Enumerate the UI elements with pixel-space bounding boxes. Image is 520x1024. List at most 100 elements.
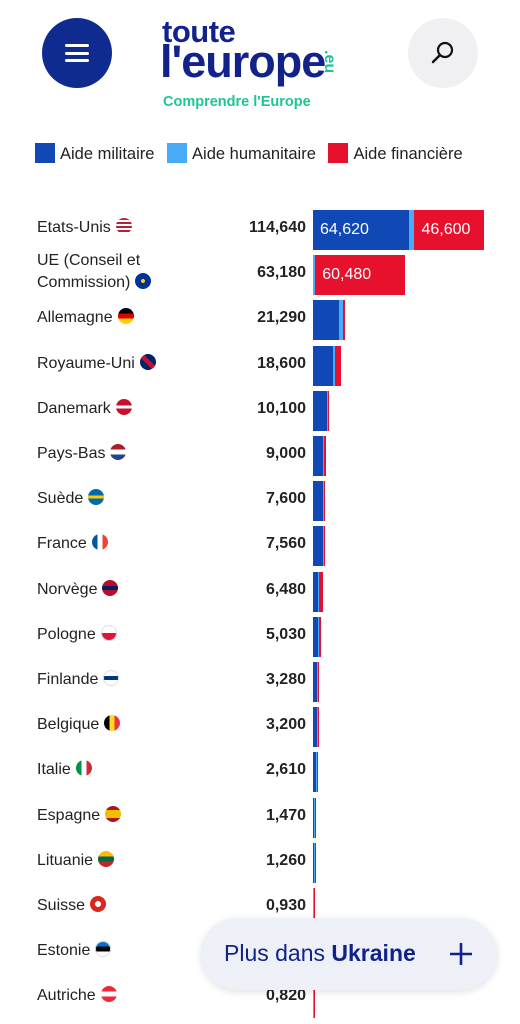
ee-flag-icon <box>95 941 112 958</box>
category-label-line: Etats-Unis <box>37 219 111 236</box>
category-label-line: Italie <box>37 761 71 779</box>
bar-segment-humanitarian <box>318 571 320 612</box>
category-label: Suisse <box>37 895 107 917</box>
category-label-line: Belgique <box>37 716 100 734</box>
category-label: Allemagne <box>37 307 134 329</box>
category-label: Danemark <box>37 398 132 420</box>
bar-segment-financial <box>314 888 315 928</box>
bar-segment-humanitarian <box>313 888 315 928</box>
no-flag-icon <box>102 579 119 596</box>
site-header: toute l'europe .eu Comprendre l'Europe <box>0 0 520 125</box>
bar-segment-military <box>313 662 318 702</box>
legend-swatch-military <box>35 143 55 163</box>
more-ukraine-button[interactable]: Plus dans Ukraine <box>201 918 497 990</box>
bar-segment-humanitarian <box>316 752 318 793</box>
chart-row: Allemagne 21,290 <box>0 295 520 341</box>
total-label: 1,260 <box>265 851 306 869</box>
category-label: Etats-Unis <box>37 217 132 239</box>
bar-segment-military <box>313 797 314 838</box>
legend-item-military: Aide militaire <box>35 143 155 163</box>
category-label: Norvège <box>37 579 119 601</box>
menu-button[interactable] <box>42 18 112 88</box>
search-button[interactable] <box>408 18 478 88</box>
chart-row: France 7,560 <box>0 521 520 567</box>
total-label: 1,470 <box>265 806 306 824</box>
bar-segment-financial <box>343 300 345 341</box>
bar-segment-military <box>313 300 339 341</box>
it-flag-icon <box>75 760 92 777</box>
category-label-line: Lituanie <box>37 851 94 869</box>
bar-segment-financial <box>323 526 325 567</box>
category-label: Suède <box>37 488 105 510</box>
category-label: Autriche <box>37 985 117 1007</box>
bar-segment-military <box>313 842 315 883</box>
category-label-line: Royaume-Uni <box>37 354 135 372</box>
bar-segment-financial <box>323 481 325 522</box>
category-label: Lituanie <box>37 850 115 872</box>
bar-segment-financial <box>335 345 341 386</box>
bar-segment-humanitarian <box>409 210 415 250</box>
logo-suffix: .eu <box>321 50 338 74</box>
category-label: Royaume-Uni <box>37 353 156 375</box>
total-label: 21,290 <box>257 309 306 327</box>
chart-row: Norvège 6,480 <box>0 567 520 612</box>
total-label: 114,640 <box>249 219 306 236</box>
total-label: 6,480 <box>265 580 306 598</box>
category-label-line: Norvège <box>37 580 98 598</box>
bar-segment-humanitarian <box>338 300 344 341</box>
category-label-line: Espagne <box>37 806 101 824</box>
data-label: 46,600 <box>421 221 471 238</box>
category-label-line: Suisse <box>37 897 86 914</box>
bar-segment-financial <box>324 436 327 476</box>
bar-segment-financial <box>317 752 318 793</box>
site-logo[interactable]: toute l'europe .eu Comprendre l'Europe <box>160 14 370 114</box>
chart-row: Etats-Unis 114,640 64,620 46,600 <box>0 205 520 250</box>
category-label: UE (Conseil et Commission) <box>37 250 152 294</box>
bar-segment-humanitarian <box>313 797 315 838</box>
dk-flag-icon <box>115 398 132 415</box>
total-label: 3,200 <box>265 716 306 734</box>
fi-flag-icon <box>103 670 120 686</box>
bar-segment-military <box>313 345 333 386</box>
at-flag-icon <box>100 986 117 1003</box>
category-label: Belgique <box>37 714 121 736</box>
logo-line1: toute <box>162 14 236 49</box>
bar-segment-military <box>313 481 323 522</box>
bar-segment-humanitarian <box>317 707 319 748</box>
lt-flag-icon <box>98 850 115 867</box>
chart-row: Lituanie 1,260 <box>0 838 520 883</box>
chart-row: Italie 2,610 <box>0 747 520 793</box>
category-label-line: France <box>37 535 87 553</box>
logo-line2: l'europe <box>160 36 326 87</box>
bar-segment-humanitarian <box>313 978 314 1019</box>
legend-label-financial: Aide financière <box>353 145 463 163</box>
plus-icon <box>450 943 472 965</box>
bar-segment-military <box>313 752 317 793</box>
bar-segment-military <box>313 390 328 431</box>
chart-row: Suisse 0,930 <box>0 883 520 928</box>
total-label: 3,280 <box>265 671 306 688</box>
legend-label-military: Aide militaire <box>60 145 155 163</box>
hamburger-menu-icon <box>65 44 89 62</box>
bar-segment-humanitarian <box>317 662 319 702</box>
bar-segment-financial <box>314 797 317 838</box>
bar-segment-humanitarian <box>327 390 329 431</box>
total-label: 0,930 <box>265 897 306 914</box>
bar-segment-financial <box>319 571 324 612</box>
bar-segment-humanitarian <box>323 436 325 476</box>
category-label-line: Pays-Bas <box>37 445 106 462</box>
search-icon <box>431 41 454 64</box>
bar-segment-military <box>313 436 324 476</box>
category-label-line: Finlande <box>37 671 99 688</box>
bar-segment-financial <box>328 390 329 431</box>
more-ukraine-prefix: Plus dans <box>224 940 332 966</box>
bar-segment-military <box>313 526 323 567</box>
total-label: 9,000 <box>265 445 306 462</box>
total-label: 7,600 <box>265 490 306 508</box>
bar-segment-humanitarian <box>313 255 316 296</box>
bar-segment-military <box>313 571 319 612</box>
chart-row: Pays-Bas 9,000 <box>0 431 520 476</box>
bar-segment-financial <box>318 707 319 748</box>
aid-bar-chart: Etats-Unis 114,640 64,620 46,600 UE (Conseil… <box>0 205 520 1024</box>
category-label-line: Estonie <box>37 942 91 960</box>
